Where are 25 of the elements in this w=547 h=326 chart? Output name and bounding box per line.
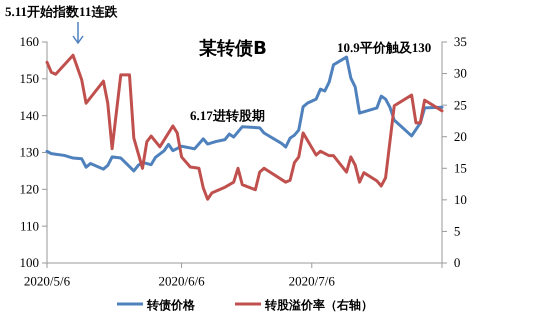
y2-tick-label: 10 <box>454 192 467 208</box>
annotation: 10.9平价触及130 <box>337 40 432 55</box>
text: 5.11开始指数11连跌 <box>5 4 118 19</box>
x-tick-label: 2020/6/6 <box>158 273 206 288</box>
y2-tick-label: 30 <box>454 66 467 81</box>
y2-tick-label: 0 <box>454 255 460 270</box>
y-tick-label: 120 <box>20 181 39 196</box>
y-tick-label: 100 <box>20 255 39 270</box>
y-tick-label: 150 <box>20 70 39 86</box>
legend-label: 转股溢价率（右轴） <box>264 298 373 312</box>
y-tick-label: 130 <box>20 144 39 160</box>
x-tick-label: 2020/5/6 <box>24 273 71 288</box>
y-tick-label: 140 <box>20 108 39 123</box>
annotation: 6.17进转股期 <box>190 108 265 123</box>
y2-tick-label: 25 <box>454 97 467 112</box>
x-tick-label: 2020/7/6 <box>288 273 336 288</box>
chart-title: 某转债B <box>198 38 267 59</box>
y2-tick-label: 15 <box>454 160 467 176</box>
line-series <box>46 56 444 172</box>
y-tick-label: 160 <box>20 34 39 50</box>
y-tick-label: 110 <box>20 218 39 234</box>
y2-tick-label: 20 <box>454 128 467 144</box>
y2-tick-label: 5 <box>454 224 460 239</box>
legend-label: 转债价格 <box>146 298 196 312</box>
y2-tick-label: 35 <box>454 34 467 50</box>
